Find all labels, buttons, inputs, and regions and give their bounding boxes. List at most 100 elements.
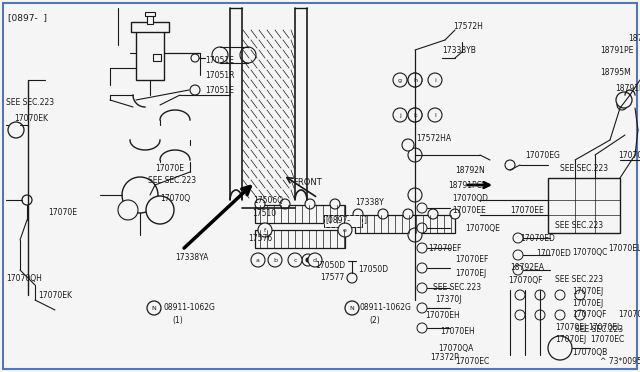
Circle shape bbox=[378, 209, 388, 219]
Circle shape bbox=[393, 73, 407, 87]
Text: SEE SEC.223: SEE SEC.223 bbox=[555, 276, 603, 285]
Text: 17577: 17577 bbox=[320, 273, 344, 282]
Text: FRONT: FRONT bbox=[293, 177, 322, 186]
Text: 17576: 17576 bbox=[248, 234, 272, 243]
Circle shape bbox=[8, 122, 24, 138]
Text: 17372P: 17372P bbox=[430, 353, 459, 362]
Text: 17338Y: 17338Y bbox=[355, 198, 384, 206]
Text: SEE SEC.223: SEE SEC.223 bbox=[433, 283, 481, 292]
Circle shape bbox=[417, 263, 427, 273]
Text: 17070E: 17070E bbox=[155, 164, 184, 173]
Circle shape bbox=[428, 73, 442, 87]
Circle shape bbox=[575, 290, 585, 300]
Text: 18795M: 18795M bbox=[600, 67, 631, 77]
Text: 17070EJ: 17070EJ bbox=[455, 269, 486, 278]
Circle shape bbox=[122, 177, 158, 213]
Circle shape bbox=[513, 233, 523, 243]
Circle shape bbox=[118, 200, 138, 220]
Text: g: g bbox=[398, 77, 402, 83]
Circle shape bbox=[251, 253, 265, 267]
Text: 17070EJ: 17070EJ bbox=[555, 336, 586, 344]
Text: i: i bbox=[434, 77, 436, 83]
Text: 17070EJ: 17070EJ bbox=[572, 298, 604, 308]
Circle shape bbox=[617, 100, 627, 110]
Circle shape bbox=[417, 283, 427, 293]
Text: 17070ED: 17070ED bbox=[520, 234, 555, 243]
Circle shape bbox=[616, 92, 632, 108]
Circle shape bbox=[548, 336, 572, 360]
Circle shape bbox=[408, 108, 422, 122]
Text: 17070EJ: 17070EJ bbox=[572, 288, 604, 296]
Text: 17070QD: 17070QD bbox=[452, 193, 488, 202]
Bar bbox=[147, 14, 153, 24]
Text: 18792N: 18792N bbox=[455, 166, 484, 174]
Text: (2): (2) bbox=[369, 315, 380, 324]
Bar bbox=[548, 178, 620, 233]
Circle shape bbox=[402, 139, 414, 151]
Circle shape bbox=[190, 85, 200, 95]
Circle shape bbox=[505, 160, 515, 170]
Circle shape bbox=[191, 54, 199, 62]
Text: 17070EF: 17070EF bbox=[455, 256, 488, 264]
Text: SEE SEC.223: SEE SEC.223 bbox=[555, 221, 603, 230]
Text: 17070QB: 17070QB bbox=[572, 347, 607, 356]
Bar bbox=[255, 205, 345, 223]
Text: 08911-1062G: 08911-1062G bbox=[360, 304, 412, 312]
Text: b: b bbox=[273, 257, 277, 263]
Circle shape bbox=[347, 273, 357, 283]
Text: 17070EC: 17070EC bbox=[590, 336, 624, 344]
Bar bbox=[255, 230, 345, 248]
Text: 17510: 17510 bbox=[252, 208, 276, 218]
Circle shape bbox=[417, 303, 427, 313]
Text: 17572HA: 17572HA bbox=[416, 134, 451, 142]
Circle shape bbox=[408, 73, 422, 87]
Text: a: a bbox=[256, 257, 260, 263]
Circle shape bbox=[403, 209, 413, 219]
Text: ^ 73*0095: ^ 73*0095 bbox=[600, 357, 640, 366]
Text: SEE SEC.223: SEE SEC.223 bbox=[575, 326, 623, 334]
Text: 17070QC: 17070QC bbox=[572, 248, 607, 257]
Bar bbox=[153, 54, 161, 61]
Circle shape bbox=[428, 209, 438, 219]
Text: 18791PE: 18791PE bbox=[600, 45, 634, 55]
Circle shape bbox=[535, 290, 545, 300]
Circle shape bbox=[515, 290, 525, 300]
Circle shape bbox=[147, 301, 161, 315]
Text: 17370J: 17370J bbox=[435, 295, 461, 305]
Text: N: N bbox=[152, 305, 156, 311]
Text: 17050D: 17050D bbox=[358, 266, 388, 275]
Circle shape bbox=[555, 310, 565, 320]
Circle shape bbox=[513, 250, 523, 260]
Text: 17070QH: 17070QH bbox=[6, 273, 42, 282]
Text: c: c bbox=[293, 257, 297, 263]
Circle shape bbox=[408, 228, 422, 242]
Circle shape bbox=[302, 254, 314, 266]
Text: 17070EG: 17070EG bbox=[618, 151, 640, 160]
Text: 18791PD: 18791PD bbox=[615, 83, 640, 93]
Circle shape bbox=[353, 209, 363, 219]
Text: [0897-  ]: [0897- ] bbox=[8, 13, 47, 22]
Text: 17572H: 17572H bbox=[453, 22, 483, 31]
Circle shape bbox=[22, 195, 32, 205]
Circle shape bbox=[535, 310, 545, 320]
Text: 18792EA: 18792EA bbox=[510, 263, 544, 273]
Text: 17070Q: 17070Q bbox=[160, 193, 190, 202]
Circle shape bbox=[258, 223, 272, 237]
Text: 17070EE: 17070EE bbox=[452, 205, 486, 215]
Circle shape bbox=[305, 199, 315, 209]
Text: 17070EK: 17070EK bbox=[38, 291, 72, 299]
Circle shape bbox=[428, 108, 442, 122]
Text: 17070QF: 17070QF bbox=[572, 311, 607, 320]
Circle shape bbox=[408, 73, 422, 87]
Text: 17070QF: 17070QF bbox=[508, 276, 543, 285]
Text: h: h bbox=[413, 77, 417, 83]
Bar bbox=[145, 12, 155, 16]
Bar bbox=[131, 22, 169, 32]
Text: 18792EB: 18792EB bbox=[628, 33, 640, 42]
Text: 17051E: 17051E bbox=[205, 55, 234, 64]
Circle shape bbox=[308, 253, 322, 267]
Circle shape bbox=[393, 108, 407, 122]
Circle shape bbox=[345, 301, 359, 315]
Text: ]: ] bbox=[363, 215, 366, 224]
Text: 17070QG: 17070QG bbox=[618, 311, 640, 320]
